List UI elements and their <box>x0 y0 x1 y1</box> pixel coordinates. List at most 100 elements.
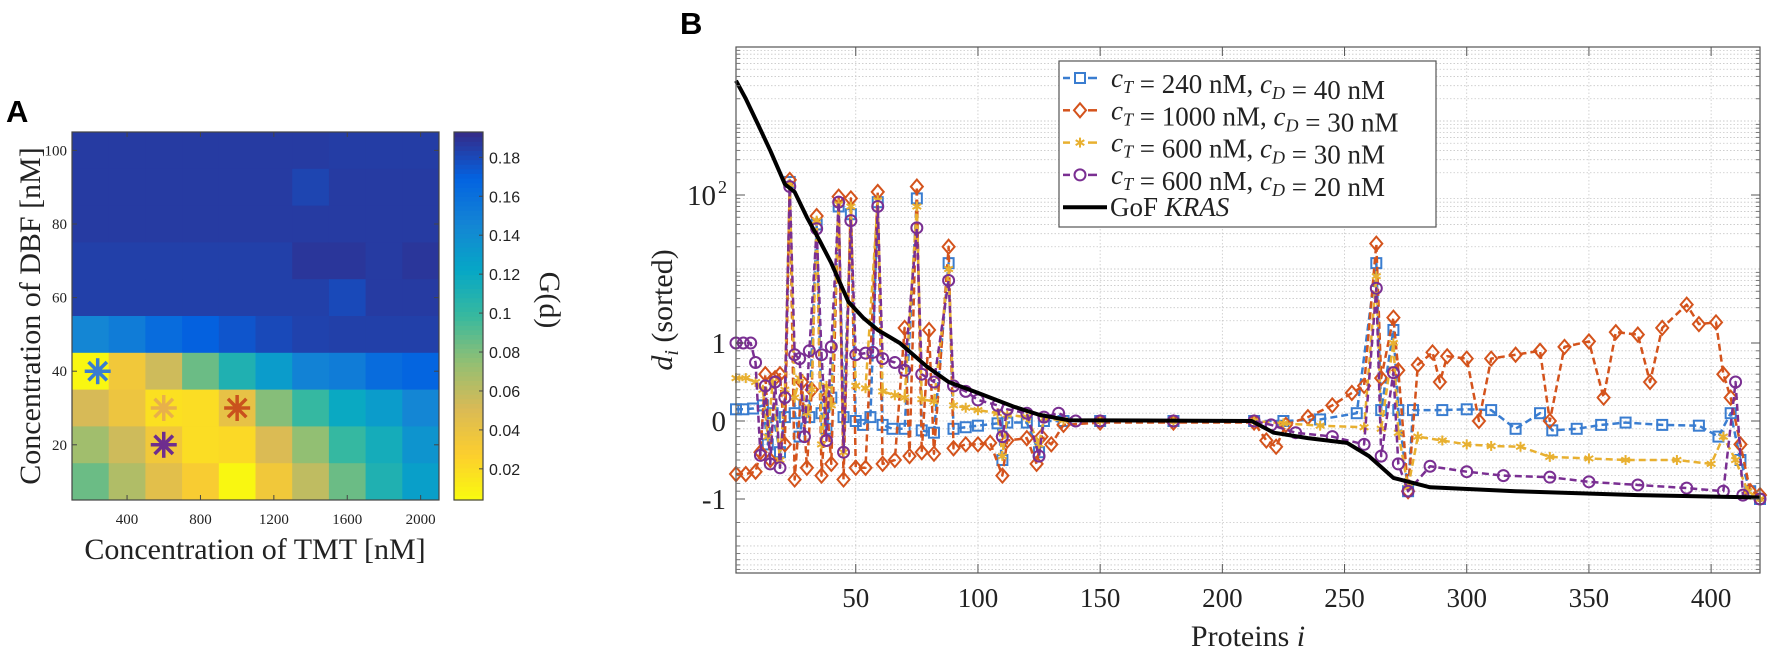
legend-label: cT = 600 nM, cD = 20 nM <box>1111 160 1385 202</box>
legend-label: cT = 1000 nM, cD = 30 nM <box>1111 95 1398 137</box>
circle-marker <box>1631 478 1645 492</box>
heatmap-cell <box>182 463 220 501</box>
y-tick-label: 1 <box>712 328 727 360</box>
asterisk-stroke <box>877 387 888 395</box>
circle-marker <box>1386 366 1400 380</box>
legend-label-part: c <box>1111 63 1123 93</box>
asterisk-stroke <box>1486 442 1496 450</box>
asterisk-stroke <box>153 434 175 456</box>
circle-marker <box>768 375 782 389</box>
legend-label-part: = 240 nM, <box>1133 69 1260 99</box>
circle-marker <box>942 273 956 287</box>
colorbar-band <box>454 201 483 207</box>
heatmap-cell <box>292 242 330 280</box>
colorbar-band <box>454 371 483 377</box>
heatmap-cell <box>182 316 220 354</box>
legend-label-part: D <box>1271 180 1285 200</box>
lineplot-y-axis-label: di (sorted) <box>646 249 683 370</box>
asterisk-stroke <box>806 386 817 394</box>
x-tick-label: 200 <box>1202 583 1243 613</box>
y-tick-label: 20 <box>52 438 67 454</box>
heatmap-cell <box>182 279 220 317</box>
diamond-marker <box>1410 356 1426 374</box>
diamond-marker <box>1072 101 1088 119</box>
legend-label: GoF KRAS <box>1110 192 1230 222</box>
square-marker <box>1509 422 1522 435</box>
asterisk-marker <box>890 390 900 401</box>
square-marker <box>1692 419 1705 432</box>
asterisk-marker-icon <box>150 395 177 421</box>
colorbar-tick-label: 0.16 <box>489 189 520 206</box>
diamond-marker <box>958 435 974 453</box>
asterisk-stroke <box>153 397 175 419</box>
x-tick-label: 250 <box>1324 583 1365 613</box>
asterisk-stroke <box>899 394 910 401</box>
heatmap-cell <box>218 205 256 243</box>
heatmap-cell <box>255 242 293 280</box>
asterisk-stroke <box>916 395 927 403</box>
colorbar-band <box>454 458 483 464</box>
heatmap-cell <box>328 132 367 170</box>
colorbar-band <box>454 463 483 469</box>
asterisk-marker <box>1388 338 1399 348</box>
y-label-variable: d <box>646 355 679 371</box>
diamond-marker <box>777 435 793 453</box>
square-marker <box>1534 407 1547 420</box>
heatmap-cell <box>108 316 146 354</box>
y-tick-label: 40 <box>52 364 67 380</box>
asterisk-stroke <box>1544 453 1555 461</box>
diamond-marker <box>1608 323 1624 341</box>
heatmap-cell <box>255 316 293 354</box>
heatmap-cell <box>365 316 403 354</box>
legend-label-part: c <box>1273 101 1285 131</box>
heatmap-cell <box>292 316 330 354</box>
x-tick-label: 350 <box>1569 583 1610 613</box>
square-marker <box>1656 418 1669 431</box>
asterisk-stroke <box>811 217 822 225</box>
square-marker <box>1375 404 1388 417</box>
heatmap-cell <box>218 279 256 317</box>
diamond-marker <box>1483 350 1499 368</box>
asterisk-stroke <box>1515 443 1526 451</box>
heatmap-cell <box>328 426 367 464</box>
colorbar-band <box>454 343 483 349</box>
asterisk-stroke <box>1359 423 1369 431</box>
y-label-text: (sorted) <box>646 249 679 350</box>
legend-label: cT = 240 nM, cD = 40 nM <box>1111 63 1385 105</box>
heatmap-cell <box>145 242 183 280</box>
legend-item: cT = 600 nM, cD = 20 nM <box>1063 160 1385 202</box>
heatmap-cell <box>182 352 220 391</box>
asterisk-stroke <box>1620 456 1631 464</box>
asterisk-stroke <box>1718 433 1729 440</box>
colorbar-band <box>454 173 483 179</box>
heatmap-cell <box>108 132 146 170</box>
circle-marker <box>1729 375 1743 389</box>
diamond-marker <box>1508 346 1523 364</box>
colorbar-tick-label: 0.1 <box>489 306 511 323</box>
circle-marker <box>1582 475 1596 489</box>
diamond-marker <box>995 467 1010 485</box>
heatmap-cell <box>402 242 440 280</box>
colorbar: 0.02 0.04 0.06 0.08 0.1 0.12 0.14 0.16 0.18 <box>453 131 520 501</box>
square-marker <box>1485 404 1498 417</box>
legend-label-part: D <box>1271 83 1285 103</box>
asterisk-stroke <box>1730 456 1741 464</box>
colorbar-band <box>454 467 483 473</box>
heatmap-cell <box>182 242 220 280</box>
asterisk-marker <box>1706 458 1716 469</box>
heatmap-cell <box>108 463 146 501</box>
colorbar-band <box>454 182 483 188</box>
circle-marker <box>866 345 880 359</box>
colorbar-band <box>454 283 483 289</box>
colorbar-band <box>454 219 483 225</box>
square-marker <box>971 419 984 432</box>
series-line <box>734 79 1761 500</box>
circle-marker <box>1357 437 1371 451</box>
asterisk-stroke <box>1584 455 1594 462</box>
legend-label-part: c <box>1111 95 1123 125</box>
colorbar-band <box>454 311 483 317</box>
asterisk-stroke <box>929 398 939 405</box>
heatmap-cell <box>365 463 403 501</box>
colorbar-band <box>454 270 483 276</box>
colorbar-band <box>454 191 483 197</box>
